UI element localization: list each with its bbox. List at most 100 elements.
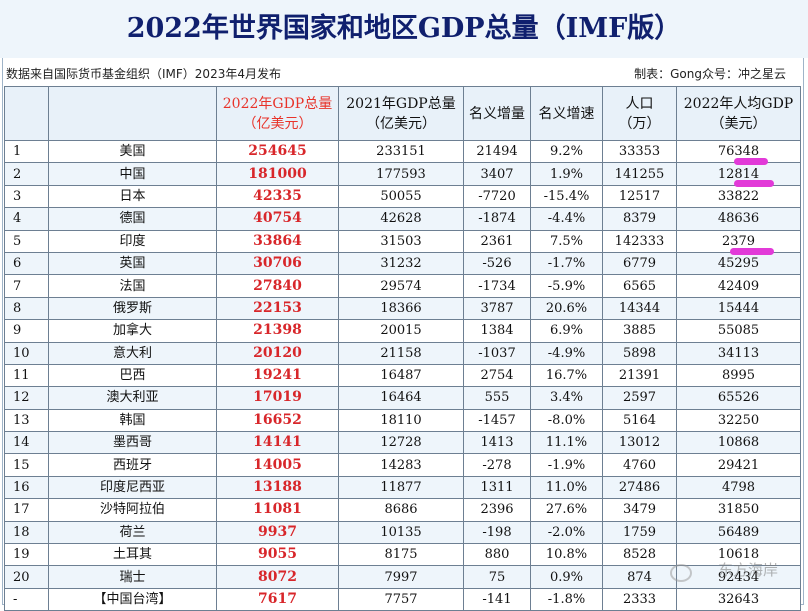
cell-rank: 2 <box>4 162 49 186</box>
header-nominal-growth: 名义增速 <box>530 86 603 141</box>
cell-rank: 12 <box>4 386 49 410</box>
cell-per-capita: 31850 <box>676 498 801 522</box>
cell-growth: 9.2% <box>530 139 603 164</box>
cell-gdp2022: 13188 <box>216 475 339 500</box>
cell-population: 14344 <box>602 296 677 321</box>
table-row: 7 法国 27840 29574 -1734 -5.9% 6565 42409 <box>4 274 801 298</box>
cell-gdp2022: 14141 <box>216 431 339 455</box>
header-gdp2022-line1: 2022年GDP总量 <box>222 95 333 112</box>
header-per-capita-line1: 2022年人均GDP <box>683 95 794 112</box>
cell-region: 美国 <box>48 139 217 164</box>
cell-per-capita: 10868 <box>676 431 801 455</box>
cell-per-capita: 32250 <box>676 408 801 433</box>
cell-increase: 3407 <box>463 162 531 186</box>
cell-rank: 8 <box>4 296 49 321</box>
annotation-mark-3 <box>730 248 774 255</box>
watermark-icon <box>670 564 692 582</box>
cell-growth: -4.4% <box>530 207 603 231</box>
cell-increase: -278 <box>463 453 531 477</box>
cell-per-capita: 29421 <box>676 453 801 477</box>
cell-gdp2021: 14283 <box>338 453 464 477</box>
header-population-line1: 人口 <box>625 95 654 112</box>
table-row: 18 荷兰 9937 10135 -198 -2.0% 1759 56489 <box>4 520 801 545</box>
gdp-table: 2022年GDP总量 （亿美元） 2021年GDP总量 （亿美元） 名义增量 名… <box>4 86 801 611</box>
cell-gdp2022: 9937 <box>216 520 339 545</box>
cell-increase: -1037 <box>463 341 531 365</box>
cell-region: 墨西哥 <box>48 431 217 455</box>
cell-gdp2022: 20120 <box>216 341 339 365</box>
cell-growth: -15.4% <box>530 184 603 209</box>
header-gdp2021-line2: （亿美元） <box>366 115 436 132</box>
cell-increase: 1384 <box>463 319 531 343</box>
table-row: 4 德国 40754 42628 -1874 -4.4% 8379 48636 <box>4 207 801 231</box>
cell-region: 意大利 <box>48 341 217 365</box>
cell-growth: -1.8% <box>530 587 603 611</box>
cell-gdp2021: 18366 <box>338 296 464 321</box>
cell-increase: 1413 <box>463 431 531 455</box>
cell-increase: 75 <box>463 565 531 589</box>
table-body: 1 美国 254645 233151 21494 9.2% 33353 76348 2 中国 181… <box>4 139 801 611</box>
cell-gdp2021: 16464 <box>338 386 464 410</box>
cell-rank: 7 <box>4 274 49 298</box>
header-per-capita: 2022年人均GDP （美元） <box>676 86 801 141</box>
cell-increase: -1874 <box>463 207 531 231</box>
cell-per-capita: 8995 <box>676 363 801 388</box>
cell-growth: 3.4% <box>530 386 603 410</box>
cell-rank: 3 <box>4 184 49 209</box>
cell-rank: 19 <box>4 543 49 567</box>
cell-per-capita: 32643 <box>676 587 801 611</box>
table-row: 19 土耳其 9055 8175 880 10.8% 8528 10618 <box>4 543 801 567</box>
cell-per-capita: 45295 <box>676 251 801 276</box>
cell-gdp2021: 29574 <box>338 274 464 298</box>
cell-growth: 11.0% <box>530 475 603 500</box>
cell-rank: 1 <box>4 139 49 164</box>
cell-rank: - <box>4 587 49 611</box>
watermark-text: 东方海岸 <box>717 561 778 579</box>
cell-gdp2022: 8072 <box>216 565 339 589</box>
cell-gdp2022: 27840 <box>216 274 339 298</box>
cell-region: 德国 <box>48 207 217 231</box>
cell-rank: 5 <box>4 229 49 253</box>
cell-population: 6779 <box>602 251 677 276</box>
cell-gdp2021: 7757 <box>338 587 464 611</box>
cell-growth: 10.8% <box>530 543 603 567</box>
cell-region: 俄罗斯 <box>48 296 217 321</box>
cell-region: 中国 <box>48 162 217 186</box>
header-region <box>48 86 217 141</box>
cell-gdp2021: 20015 <box>338 319 464 343</box>
cell-per-capita: 34113 <box>676 341 801 365</box>
cell-gdp2021: 42628 <box>338 207 464 231</box>
cell-rank: 6 <box>4 251 49 276</box>
cell-region: 英国 <box>48 251 217 276</box>
cell-population: 21391 <box>602 363 677 388</box>
cell-per-capita: 55085 <box>676 319 801 343</box>
cell-increase: -198 <box>463 520 531 545</box>
cell-per-capita: 65526 <box>676 386 801 410</box>
cell-growth: 0.9% <box>530 565 603 589</box>
cell-region: 沙特阿拉伯 <box>48 498 217 522</box>
cell-population: 4760 <box>602 453 677 477</box>
cell-rank: 11 <box>4 363 49 388</box>
cell-growth: 6.9% <box>530 319 603 343</box>
cell-per-capita: 48636 <box>676 207 801 231</box>
cell-rank: 15 <box>4 453 49 477</box>
cell-gdp2021: 31232 <box>338 251 464 276</box>
table-row: 16 印度尼西亚 13188 11877 1311 11.0% 27486 4798 <box>4 475 801 500</box>
cell-region: 澳大利亚 <box>48 386 217 410</box>
annotation-mark-2 <box>734 180 774 187</box>
cell-growth: 1.9% <box>530 162 603 186</box>
cell-population: 2333 <box>602 587 677 611</box>
cell-rank: 13 <box>4 408 49 433</box>
cell-increase: 880 <box>463 543 531 567</box>
meta-bar: 数据来自国际货币基金组织（IMF）2023年4月发布 制表：Gong众号：冲之星… <box>4 62 804 84</box>
cell-population: 12517 <box>602 184 677 209</box>
cell-per-capita: 92434 <box>676 565 801 589</box>
cell-per-capita: 4798 <box>676 475 801 500</box>
cell-population: 2597 <box>602 386 677 410</box>
cell-gdp2021: 18110 <box>338 408 464 433</box>
table-row: 15 西班牙 14005 14283 -278 -1.9% 4760 29421 <box>4 453 801 477</box>
table-row: - 【中国台湾】 7617 7757 -141 -1.8% 2333 32643 <box>4 587 801 611</box>
cell-population: 5898 <box>602 341 677 365</box>
table-row: 10 意大利 20120 21158 -1037 -4.9% 5898 34113 <box>4 341 801 365</box>
cell-region: 日本 <box>48 184 217 209</box>
